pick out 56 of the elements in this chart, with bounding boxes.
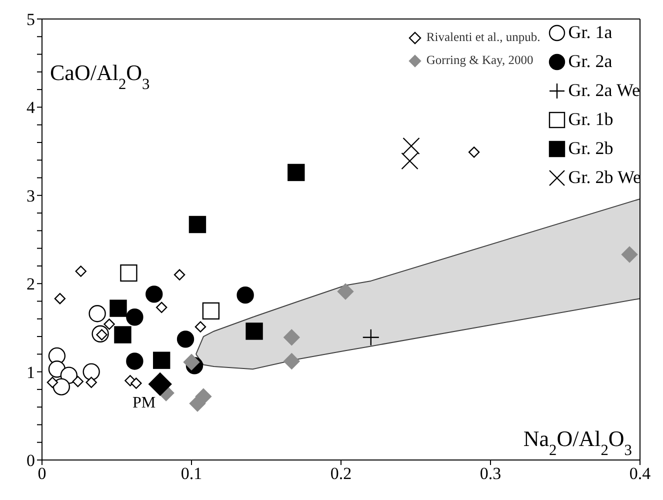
legend-label: Gr. 1b — [568, 109, 614, 129]
point — [88, 304, 106, 322]
point — [194, 321, 206, 332]
point — [337, 283, 354, 300]
legend-label: Gr. 2b — [568, 138, 614, 158]
x-axis-title: Na$_{2}$O/Al$_{2}$O$_{3}$ — [523, 426, 632, 458]
point — [284, 329, 300, 346]
point — [82, 363, 100, 380]
legend-label: Gr. 2b We — [568, 167, 641, 187]
y-tick-label: 5 — [26, 10, 35, 30]
point — [176, 330, 194, 348]
legend-label: Gr. 2a We — [568, 80, 640, 100]
point — [468, 146, 480, 158]
point — [114, 326, 132, 344]
point — [189, 395, 206, 412]
point — [156, 302, 168, 314]
y-tick-label: 1 — [26, 362, 35, 382]
point — [86, 376, 97, 388]
legend-label: Rivalenti et al., unpub. — [426, 30, 540, 44]
point — [72, 376, 84, 388]
point — [130, 378, 142, 389]
point — [46, 376, 58, 388]
annotation: PM — [132, 394, 156, 412]
point — [362, 328, 380, 346]
y-tick-label: 2 — [26, 274, 35, 294]
point — [288, 164, 305, 182]
point — [104, 318, 115, 330]
point — [188, 216, 206, 234]
point — [110, 300, 127, 317]
point — [174, 269, 186, 280]
y-axis-title: CaO/Al$_{2}$O$_{3}$ — [50, 60, 150, 92]
point — [75, 266, 86, 277]
point — [146, 286, 163, 303]
x-tick-label: 0.4 — [629, 464, 652, 484]
point — [202, 302, 220, 320]
point — [153, 352, 170, 369]
point — [126, 352, 144, 370]
x-tick-label: 0.1 — [180, 464, 202, 484]
y-tick-label: 0 — [26, 451, 35, 470]
point — [120, 264, 138, 282]
legend-label: Gr. 2a — [568, 51, 612, 71]
x-tick-label: 0.3 — [480, 464, 502, 484]
point — [148, 372, 172, 396]
legend-label: Gorring & Kay, 2000 — [426, 53, 534, 67]
legend-label: Gr. 1a — [568, 22, 612, 42]
point — [246, 322, 263, 340]
point — [52, 378, 70, 396]
point — [54, 292, 66, 304]
point — [126, 308, 144, 326]
y-tick-label: 4 — [26, 98, 36, 118]
point — [236, 286, 254, 304]
point — [284, 353, 300, 370]
y-tick-label: 3 — [26, 186, 35, 206]
x-tick-label: 0.2 — [330, 464, 352, 484]
point — [183, 354, 200, 370]
point — [621, 246, 638, 263]
